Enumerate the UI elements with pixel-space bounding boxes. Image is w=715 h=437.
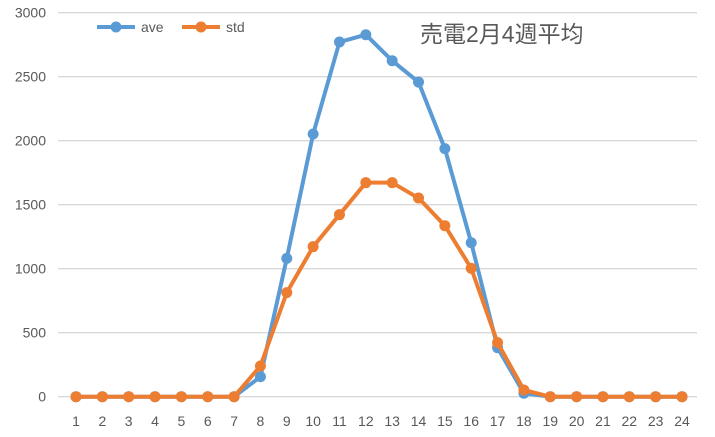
- x-tick-label: 21: [595, 413, 611, 429]
- x-tick-label: 22: [622, 413, 638, 429]
- legend: ave std: [97, 19, 245, 35]
- data-point: [544, 391, 556, 403]
- series-line-ave: [76, 32, 682, 399]
- legend-item-std: std: [182, 19, 245, 35]
- data-point: [149, 391, 161, 403]
- x-tick-label: 11: [332, 413, 347, 429]
- legend-item-ave: ave: [97, 19, 164, 35]
- x-tick-label: 18: [516, 413, 532, 429]
- data-point: [307, 241, 319, 253]
- x-tick-label: 2: [98, 413, 106, 429]
- y-tick-label: 1000: [15, 261, 46, 277]
- data-point: [413, 76, 425, 88]
- data-point: [96, 391, 108, 403]
- data-point: [360, 177, 372, 189]
- x-tick-label: 3: [125, 413, 133, 429]
- x-tick-label: 16: [463, 413, 479, 429]
- data-point: [202, 391, 214, 403]
- x-tick-label: 9: [283, 413, 291, 429]
- data-point: [254, 360, 266, 372]
- x-tick-label: 23: [648, 413, 664, 429]
- data-point: [333, 36, 345, 48]
- data-point: [360, 29, 372, 41]
- y-tick-label: 2500: [15, 69, 46, 85]
- x-tick-label: 19: [542, 413, 558, 429]
- x-tick-label: 17: [490, 413, 506, 429]
- data-point: [281, 287, 293, 299]
- data-point: [333, 209, 345, 221]
- data-point: [623, 391, 635, 403]
- legend-label: std: [226, 19, 245, 35]
- data-point: [386, 55, 398, 67]
- data-point: [650, 391, 662, 403]
- legend-marker: [110, 21, 122, 33]
- y-tick-label: 3000: [15, 5, 46, 21]
- series-group: [70, 29, 688, 403]
- data-point: [413, 192, 425, 204]
- data-point: [386, 177, 398, 189]
- data-point: [465, 262, 477, 274]
- x-tick-label: 4: [151, 413, 159, 429]
- x-tick-label: 1: [72, 413, 80, 429]
- x-axis-ticks: 1 2 3 4 5 6 7 8 9 10 11 12 13 14 15 16 17 18 19 20 21 22 23 24: [72, 413, 690, 429]
- data-point: [492, 337, 504, 349]
- data-point: [676, 391, 688, 403]
- data-point: [70, 391, 82, 403]
- series-line-std: [76, 180, 682, 399]
- data-point: [597, 391, 609, 403]
- data-point: [518, 384, 530, 396]
- data-point: [439, 143, 451, 155]
- y-axis-ticks: 0 500 1000 1500 2000 2500 3000: [15, 5, 46, 405]
- series-ave: [70, 29, 688, 403]
- x-tick-label: 14: [411, 413, 427, 429]
- chart-title: 売電2月4週平均: [420, 21, 584, 47]
- data-point: [465, 237, 477, 249]
- data-point: [228, 391, 240, 403]
- gridlines: [58, 12, 697, 398]
- x-tick-label: 6: [204, 413, 212, 429]
- legend-label: ave: [141, 19, 164, 35]
- data-point: [281, 252, 293, 264]
- x-tick-label: 20: [569, 413, 585, 429]
- x-tick-label: 5: [177, 413, 185, 429]
- data-point: [175, 391, 187, 403]
- y-tick-label: 2000: [15, 133, 46, 149]
- y-tick-label: 500: [23, 325, 47, 341]
- x-tick-label: 24: [674, 413, 690, 429]
- data-point: [254, 371, 266, 383]
- x-tick-label: 7: [230, 413, 238, 429]
- y-tick-label: 0: [38, 389, 46, 405]
- data-point: [307, 128, 319, 140]
- x-tick-label: 12: [358, 413, 374, 429]
- data-point: [123, 391, 135, 403]
- series-std: [70, 177, 688, 403]
- data-point: [439, 220, 451, 232]
- x-tick-label: 15: [437, 413, 453, 429]
- x-tick-label: 13: [384, 413, 400, 429]
- y-tick-label: 1500: [15, 197, 46, 213]
- x-tick-label: 10: [305, 413, 321, 429]
- legend-marker: [195, 21, 207, 33]
- x-tick-label: 8: [257, 413, 265, 429]
- data-point: [571, 391, 583, 403]
